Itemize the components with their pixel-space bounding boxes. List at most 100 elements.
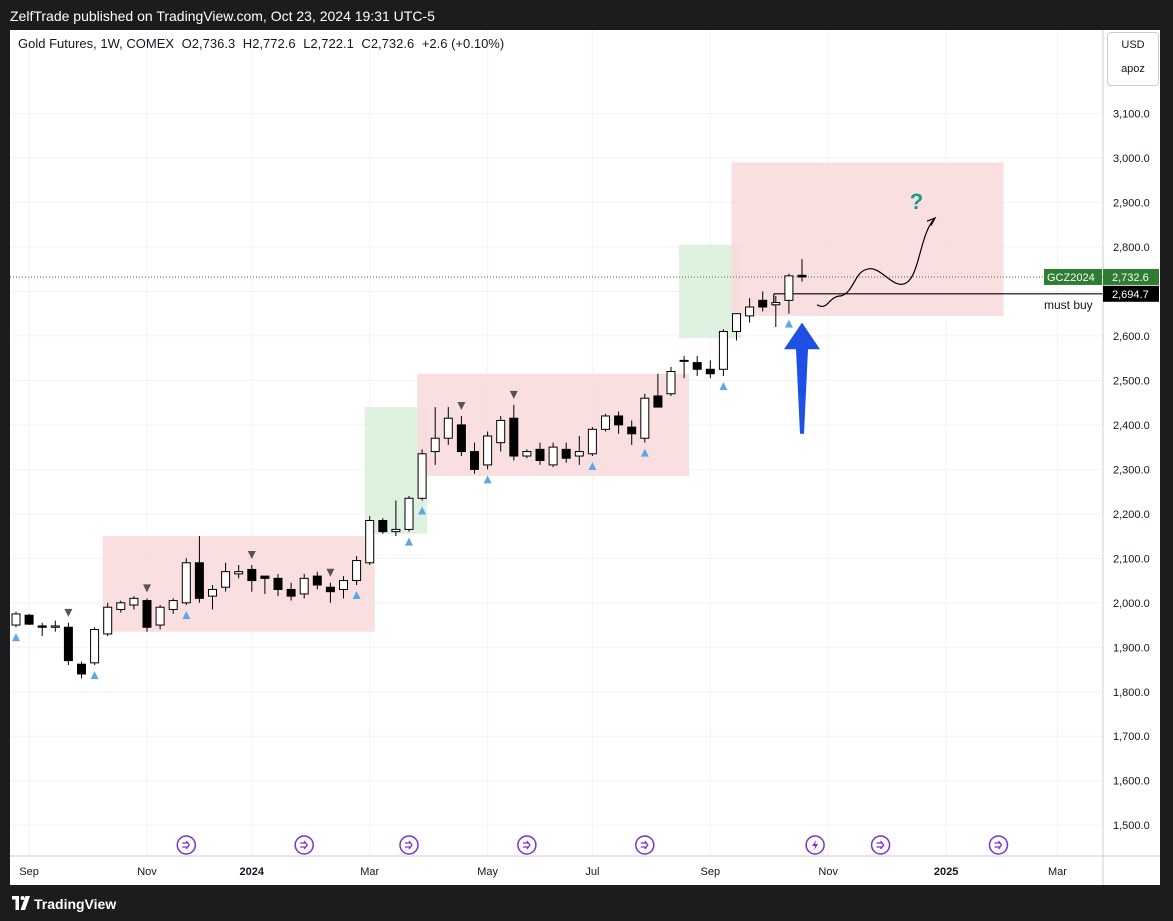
event-marker-icon[interactable] xyxy=(399,835,419,855)
candle-body[interactable] xyxy=(325,586,335,593)
candle-body[interactable] xyxy=(509,417,519,457)
candle-body[interactable] xyxy=(299,577,309,595)
candle-body[interactable] xyxy=(221,571,231,588)
candle-body[interactable] xyxy=(129,597,139,606)
candle-body[interactable] xyxy=(522,451,532,457)
symbol-legend: Gold Futures, 1W, COMEX O2,736.3 H2,772.… xyxy=(18,36,504,51)
low-value: 2,722.1 xyxy=(310,36,354,51)
candle-body[interactable] xyxy=(692,362,702,370)
candle-body[interactable] xyxy=(417,453,427,499)
candle-body[interactable] xyxy=(181,562,191,604)
candle-body[interactable] xyxy=(103,606,113,635)
candle-body[interactable] xyxy=(483,435,493,466)
buy-signal-triangle xyxy=(784,319,793,328)
candle-body[interactable] xyxy=(718,330,728,370)
price-axis-label: 3,100.0 xyxy=(1113,109,1150,121)
candle-body[interactable] xyxy=(797,274,807,278)
candle-body[interactable] xyxy=(666,371,676,395)
blue-up-arrow xyxy=(784,322,820,434)
chart-frame[interactable]: must buy? 1,500.0 1,600.0 1,700.0 1,800.0 1,9… xyxy=(10,30,1160,885)
candle-body[interactable] xyxy=(312,575,322,586)
candle-body[interactable] xyxy=(745,306,755,317)
candle-body[interactable] xyxy=(391,528,401,533)
price-axis-label: 2,400.0 xyxy=(1113,420,1150,432)
question-mark-label: ? xyxy=(910,189,923,214)
candle-body[interactable] xyxy=(286,588,296,597)
candle-body[interactable] xyxy=(116,602,126,610)
event-marker-icon[interactable] xyxy=(176,835,197,855)
candle-body[interactable] xyxy=(247,568,257,582)
event-marker-icon[interactable] xyxy=(988,835,1009,855)
brand-label: TradingView xyxy=(34,896,117,912)
candle-body[interactable] xyxy=(771,302,781,306)
event-marker-icon[interactable] xyxy=(517,835,537,855)
candle-body[interactable] xyxy=(548,446,558,466)
event-marker-icon[interactable] xyxy=(635,835,655,855)
candle-body[interactable] xyxy=(90,628,100,664)
candle-body[interactable] xyxy=(77,663,86,675)
currency-label[interactable]: USD xyxy=(1121,39,1145,51)
price-axis-label: 2,300.0 xyxy=(1113,464,1150,476)
chart-canvas[interactable]: must buy? 1,500.0 1,600.0 1,700.0 1,800.0 1,9… xyxy=(10,30,1160,885)
time-axis-label: Mar xyxy=(1048,866,1067,878)
candle-body[interactable] xyxy=(63,626,73,662)
candle-body[interactable] xyxy=(339,580,348,590)
footer-bar: TradingView xyxy=(0,885,1173,921)
candle-body[interactable] xyxy=(234,571,244,575)
candle-body[interactable] xyxy=(640,397,650,439)
candle-body[interactable] xyxy=(574,451,584,457)
user-label[interactable]: apoz xyxy=(1121,63,1145,75)
projection-path xyxy=(816,217,936,307)
candle-body[interactable] xyxy=(365,520,375,564)
candle-body[interactable] xyxy=(627,426,637,435)
candle-body[interactable] xyxy=(37,625,47,628)
time-axis-label: Nov xyxy=(137,866,157,878)
sell-signal-triangle xyxy=(509,390,518,399)
candle-body[interactable] xyxy=(352,560,362,582)
buy-signal-triangle xyxy=(588,462,597,471)
candle-body[interactable] xyxy=(194,562,204,599)
candle-body[interactable] xyxy=(142,600,152,628)
symbol-tag xyxy=(1044,268,1102,285)
candle-body[interactable] xyxy=(443,417,453,439)
currency-selector[interactable]: USD apoz xyxy=(1107,32,1159,86)
candle-body[interactable] xyxy=(11,613,21,626)
low-label: L xyxy=(303,36,311,51)
candle-body[interactable] xyxy=(732,313,741,332)
candle-body[interactable] xyxy=(24,614,34,625)
candle-body[interactable] xyxy=(758,299,768,308)
candle-body[interactable] xyxy=(470,451,479,470)
candle-body[interactable] xyxy=(784,275,794,301)
candle-body[interactable] xyxy=(587,428,597,455)
price-axis-label: 1,900.0 xyxy=(1113,642,1150,654)
candle-body[interactable] xyxy=(456,424,466,453)
candle-body[interactable] xyxy=(430,437,440,453)
time-axis-label: Sep xyxy=(19,866,39,878)
time-axis-label: Nov xyxy=(818,866,838,878)
buy-signal-triangle xyxy=(90,671,99,680)
candle-body[interactable] xyxy=(273,577,283,590)
candle-body[interactable] xyxy=(208,588,217,597)
candle-body[interactable] xyxy=(378,520,388,533)
close-value: 2,732.6 xyxy=(370,36,415,51)
candle-body[interactable] xyxy=(168,600,178,610)
candle-body[interactable] xyxy=(496,419,506,444)
candle-body[interactable] xyxy=(561,448,571,459)
candle-body[interactable] xyxy=(260,575,270,579)
event-marker-icon[interactable] xyxy=(294,835,314,855)
candle-body[interactable] xyxy=(601,415,610,430)
candle-body[interactable] xyxy=(404,497,414,530)
candle-body[interactable] xyxy=(614,415,624,426)
price-axis-label: 2,000.0 xyxy=(1113,598,1150,610)
candle-body[interactable] xyxy=(679,359,689,362)
event-marker-icon[interactable] xyxy=(870,835,891,855)
candle-body[interactable] xyxy=(50,625,60,628)
price-axis-label: 2,100.0 xyxy=(1113,553,1150,565)
candle-body[interactable] xyxy=(653,395,663,408)
buy-signal-triangle xyxy=(12,633,20,642)
candle-body[interactable] xyxy=(155,606,165,626)
open-value: 2,736.3 xyxy=(191,36,236,51)
open-label: O xyxy=(181,36,192,51)
candle-body[interactable] xyxy=(535,448,545,461)
candle-body[interactable] xyxy=(705,368,715,375)
